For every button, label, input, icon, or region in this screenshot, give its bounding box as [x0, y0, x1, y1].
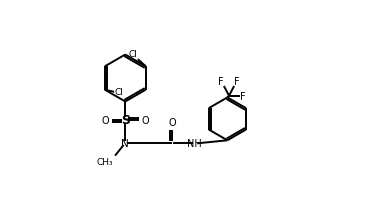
Text: F: F [234, 77, 240, 87]
Text: Cl: Cl [128, 50, 137, 59]
Text: CH₃: CH₃ [97, 157, 113, 166]
Text: O: O [142, 115, 149, 125]
Text: O: O [168, 117, 176, 127]
Text: O: O [101, 115, 109, 125]
Text: F: F [239, 91, 245, 101]
Text: NH: NH [187, 139, 202, 149]
Text: N: N [121, 139, 129, 149]
Text: Cl: Cl [115, 88, 124, 97]
Text: F: F [218, 77, 224, 87]
Text: S: S [121, 114, 130, 127]
